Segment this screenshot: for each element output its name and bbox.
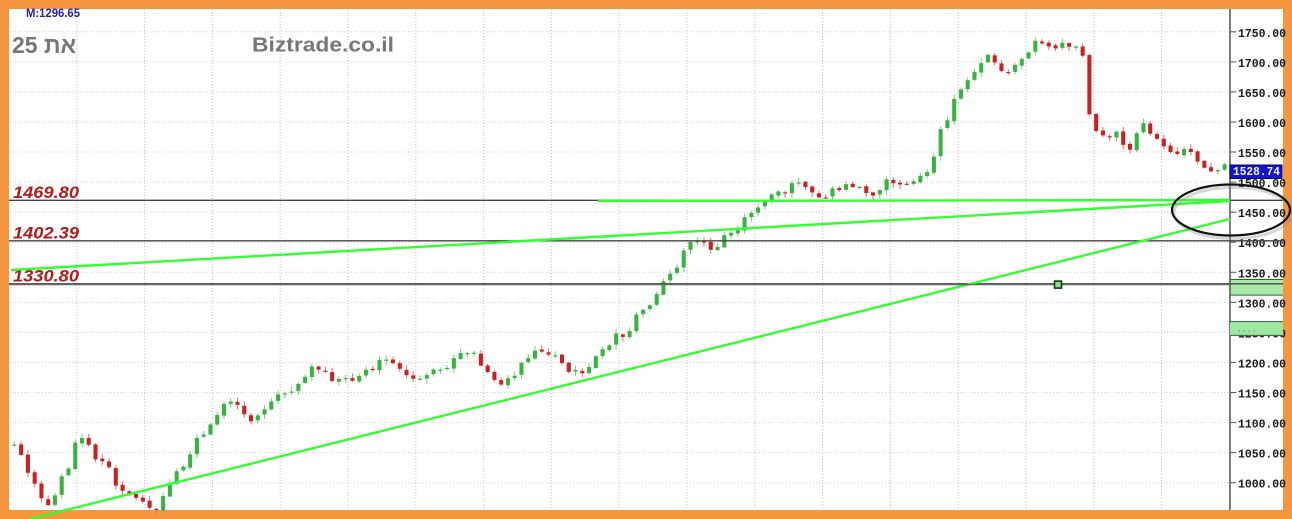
svg-text:1150.00: 1150.00: [1238, 388, 1286, 402]
svg-text:1700.00: 1700.00: [1238, 57, 1286, 71]
svg-text:1550.00: 1550.00: [1238, 147, 1286, 161]
svg-text:. . . .: . . . .: [1238, 324, 1256, 334]
svg-text:1469.80: 1469.80: [13, 184, 80, 202]
svg-text:M:1296.65: M:1296.65: [26, 6, 80, 20]
svg-text:1600.00: 1600.00: [1238, 117, 1286, 131]
svg-text:25 את: 25 את: [12, 32, 76, 58]
svg-text:1450.00: 1450.00: [1238, 207, 1286, 221]
svg-text:1050.00: 1050.00: [1238, 448, 1286, 462]
svg-text:1100.00: 1100.00: [1238, 418, 1286, 432]
svg-text:1750.00: 1750.00: [1238, 27, 1286, 41]
svg-text:1200.00: 1200.00: [1238, 358, 1286, 372]
svg-text:1350.00: 1350.00: [1238, 267, 1286, 281]
svg-text:Biztrade.co.il: Biztrade.co.il: [252, 34, 394, 57]
svg-text:1300.00: 1300.00: [1238, 297, 1286, 311]
svg-text:1528.74: 1528.74: [1233, 165, 1280, 179]
svg-text:1650.00: 1650.00: [1238, 87, 1286, 101]
svg-text:1000.00: 1000.00: [1238, 478, 1286, 492]
svg-text:1402.39: 1402.39: [13, 225, 80, 243]
